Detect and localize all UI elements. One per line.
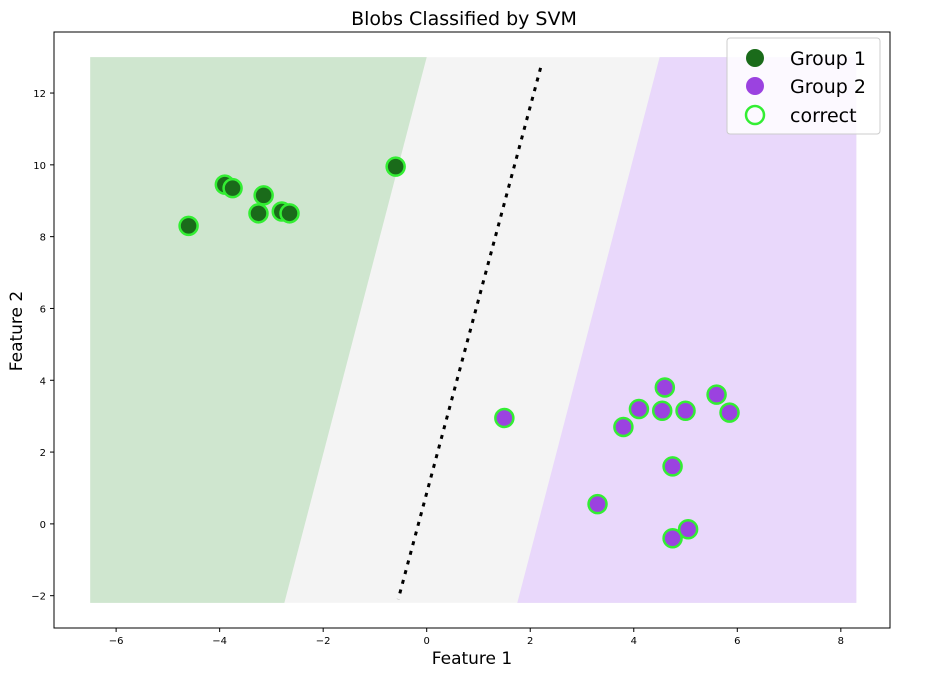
- group2-point: [663, 529, 682, 548]
- group2-point: [720, 403, 739, 422]
- y-tick-label: 0: [40, 520, 46, 531]
- group1-point: [223, 179, 242, 198]
- x-tick-label: 0: [424, 636, 430, 647]
- group2-point: [663, 457, 682, 476]
- correct-ring: [613, 416, 634, 438]
- legend-marker-correct: [744, 104, 766, 126]
- x-tick-label: 6: [734, 636, 740, 647]
- x-tick-label: −2: [316, 636, 331, 647]
- x-tick-label: 2: [527, 636, 533, 647]
- x-axis-label: Feature 1: [432, 649, 512, 669]
- y-tick-label: 4: [40, 376, 46, 387]
- group1-point: [386, 157, 405, 176]
- boundary-line: [396, 67, 543, 600]
- correct-ring: [719, 402, 740, 423]
- correct-ring: [279, 203, 300, 224]
- region-group2: [517, 57, 857, 603]
- y-tick-label: 6: [40, 304, 46, 315]
- y-tick-label: −2: [31, 592, 46, 603]
- correct-ring: [651, 400, 673, 422]
- group1-point: [179, 216, 198, 235]
- correct-ring: [587, 493, 608, 515]
- data-points: [178, 156, 740, 549]
- correct-ring: [662, 527, 683, 549]
- correct-ring: [385, 156, 406, 177]
- axes-frame: [53, 31, 891, 629]
- group2-point: [588, 495, 607, 514]
- decision-regions: [90, 57, 857, 603]
- correct-ring: [677, 519, 699, 540]
- legend-label-correct: correct: [790, 105, 857, 127]
- group1-point: [280, 204, 299, 223]
- group2-point: [707, 385, 726, 404]
- group2-point: [653, 401, 672, 420]
- legend-label-group1: Group 1: [790, 48, 866, 70]
- x-tick-label: −6: [109, 636, 124, 647]
- y-tick-label: 8: [40, 233, 46, 244]
- group1-point: [254, 186, 273, 205]
- decision-boundary: [396, 67, 543, 600]
- group2-point: [679, 520, 698, 539]
- group2-point: [676, 401, 695, 420]
- group2-point: [614, 417, 633, 436]
- group1-point: [249, 204, 268, 223]
- correct-ring: [222, 177, 243, 199]
- correct-ring: [662, 456, 683, 477]
- group2-point: [629, 399, 648, 418]
- y-tick-label: 2: [40, 448, 46, 459]
- y-tick-label: 12: [33, 89, 46, 100]
- legend-box: [726, 37, 881, 135]
- legend-marker-group1: [746, 49, 764, 67]
- legend-marker-group2: [746, 77, 764, 95]
- correct-ring: [706, 384, 727, 405]
- y-axis-label: Feature 2: [7, 291, 27, 371]
- region-group1: [90, 57, 427, 603]
- chart-title: Blobs Classified by SVM: [351, 8, 577, 30]
- correct-ring: [654, 377, 676, 398]
- correct-ring: [248, 203, 269, 224]
- y-tick-label: 10: [33, 161, 46, 172]
- x-tick-label: 8: [838, 636, 844, 647]
- y-axis-ticks: −2 0 2 4 6 8 10 12: [31, 89, 54, 603]
- correct-ring: [494, 407, 515, 429]
- legend-label-group2: Group 2: [790, 76, 866, 98]
- correct-ring: [628, 398, 650, 420]
- legend: Group 1 Group 2 correct: [726, 37, 881, 135]
- x-tick-label: 4: [631, 636, 637, 647]
- correct-ring: [178, 215, 199, 237]
- x-tick-label: −4: [212, 636, 227, 647]
- correct-ring: [675, 400, 696, 422]
- correct-ring: [253, 185, 274, 206]
- x-axis-ticks: −6 −4 −2 0 2 4 6 8: [109, 628, 844, 647]
- group2-point: [655, 378, 674, 397]
- group2-point: [495, 408, 514, 427]
